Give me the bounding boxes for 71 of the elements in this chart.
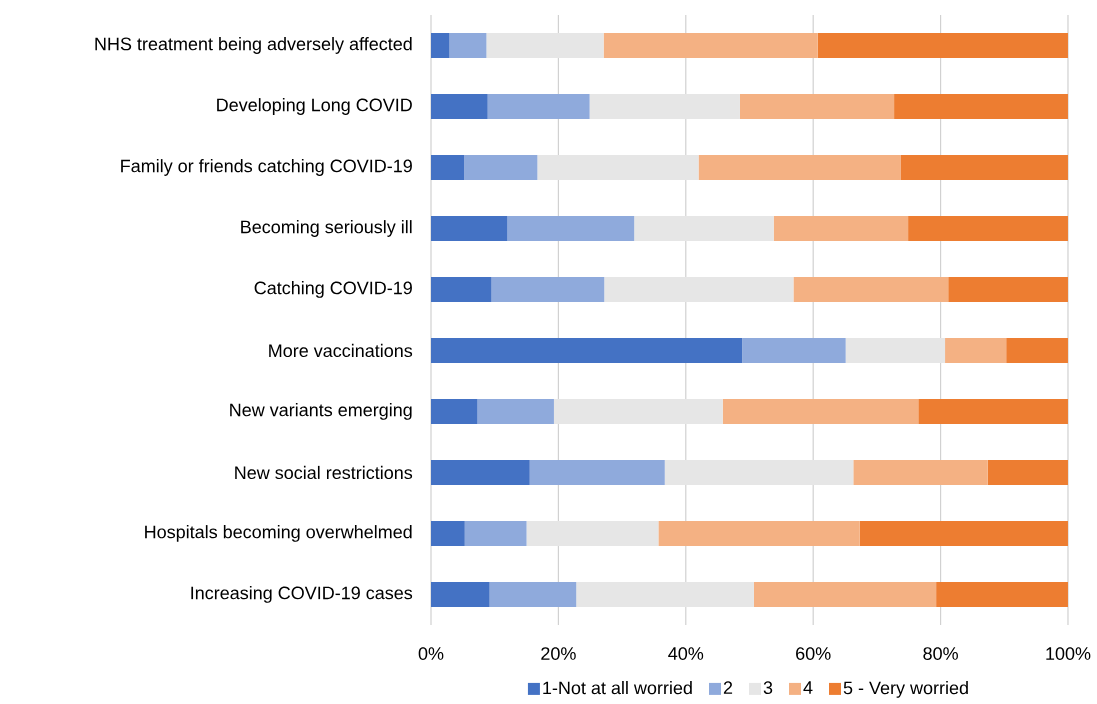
bar: [477, 398, 554, 424]
bar: [900, 154, 1068, 180]
bar: [430, 93, 488, 119]
x-tick-label: 0%: [418, 647, 444, 660]
bar: [664, 459, 854, 485]
bar: [894, 93, 1068, 119]
bar: [537, 154, 699, 180]
legend-label: 5 - Very worried: [843, 681, 968, 698]
bar: [936, 581, 1068, 607]
bar: [948, 276, 1068, 302]
bar: [526, 520, 659, 546]
x-tick-label: 80%: [923, 647, 958, 660]
bar: [430, 337, 743, 363]
bar: [604, 276, 794, 302]
bar: [742, 337, 846, 363]
bar: [489, 581, 577, 607]
bar: [1006, 337, 1068, 363]
bar: [430, 276, 492, 302]
bar: [817, 32, 1068, 58]
bar: [464, 520, 527, 546]
y-tick-label: More vaccinations: [269, 343, 413, 358]
legend-label: 3: [763, 681, 773, 695]
legend-label: 4: [803, 681, 813, 694]
y-tick-label: Becoming seriously ill: [241, 220, 412, 237]
bar: [698, 154, 901, 180]
bar: [430, 154, 465, 180]
bar: [603, 32, 818, 58]
x-tick-label: 40%: [668, 647, 704, 660]
bar: [945, 337, 1007, 363]
bar: [739, 93, 895, 119]
y-tick-label: Hospitals becoming overwhelmed: [145, 525, 412, 542]
bar: [464, 154, 538, 180]
bar: [529, 459, 665, 485]
bar: [486, 32, 604, 58]
y-tick-label: Developing Long COVID: [217, 98, 412, 115]
bar: [634, 215, 774, 241]
bar: [845, 337, 946, 363]
bar: [553, 398, 723, 424]
y-tick-label: New social restrictions: [235, 465, 413, 480]
y-tick-label: Catching COVID-19: [254, 281, 412, 298]
legend-label: 2: [723, 681, 733, 694]
bar: [430, 32, 450, 58]
bar: [487, 93, 590, 119]
y-tick-label: New variants emerging: [230, 403, 412, 420]
bar: [507, 215, 635, 241]
bar: [722, 398, 919, 424]
bar: [853, 459, 988, 485]
bar: [430, 215, 508, 241]
bar: [753, 581, 937, 607]
x-tick-label: 100%: [1046, 647, 1091, 660]
bar: [773, 215, 909, 241]
bar: [491, 276, 605, 302]
bar: [793, 276, 949, 302]
x-tick-label: 20%: [541, 647, 576, 660]
bar: [908, 215, 1068, 241]
y-tick-label: Increasing COVID-19 cases: [191, 586, 413, 603]
bar: [918, 398, 1068, 424]
y-tick-label: NHS treatment being adversely affected: [95, 37, 412, 54]
bar: [589, 93, 740, 119]
legend-label: 1-Not at all worried: [543, 681, 692, 695]
bar: [658, 520, 860, 546]
bar: [449, 32, 487, 58]
bar: [987, 459, 1068, 485]
bar: [859, 520, 1068, 546]
bar: [430, 520, 465, 546]
y-tick-label: Family or friends catching COVID-19: [121, 159, 412, 176]
bar: [430, 581, 490, 607]
bar: [430, 459, 530, 485]
bar: [430, 398, 478, 424]
x-tick-label: 60%: [796, 647, 831, 660]
bar: [576, 581, 754, 607]
